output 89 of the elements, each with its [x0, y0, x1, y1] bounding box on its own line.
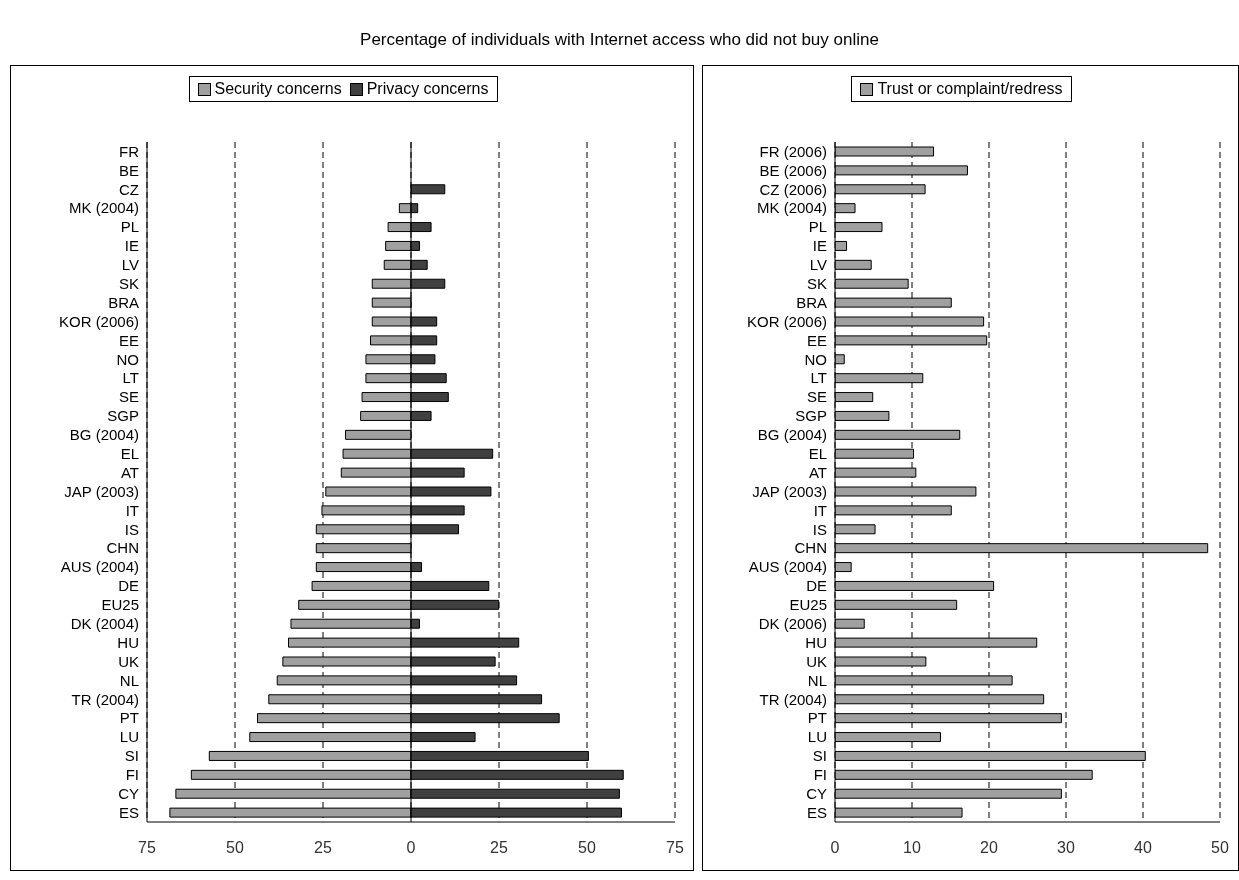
y-tick-label: UK	[118, 652, 139, 670]
y-tick-label: SGP	[795, 407, 827, 425]
x-tick-label: 20	[980, 839, 998, 857]
y-tick-label: TR (2004)	[71, 690, 139, 708]
legend-label: Trust or complaint/redress	[877, 80, 1063, 98]
x-tick-label: 25	[490, 839, 508, 857]
x-tick-label: 50	[1211, 839, 1229, 857]
y-tick-label: EL	[120, 444, 139, 462]
y-tick-label: FR	[119, 142, 140, 160]
y-tick-label: BG (2004)	[69, 426, 139, 444]
y-tick-label: BE	[118, 161, 139, 179]
y-tick-label: NO	[804, 350, 827, 368]
x-tick-label: 0	[830, 839, 840, 857]
legend-label: Privacy concerns	[366, 80, 489, 98]
y-tick-label: CZ (2006)	[759, 180, 827, 198]
y-tick-label: IT	[813, 501, 827, 519]
y-tick-label: KOR (2006)	[746, 312, 827, 330]
y-tick-label: LT	[810, 369, 827, 387]
y-tick-label: ES	[806, 803, 827, 821]
y-tick-label: LV	[809, 256, 827, 274]
y-tick-label: IS	[812, 520, 827, 538]
x-tick-label: 50	[226, 839, 244, 857]
y-tick-label: BG (2004)	[757, 426, 827, 444]
y-tick-label: LU	[807, 728, 827, 746]
y-tick-label: DE	[806, 577, 827, 595]
y-tick-label: DK (2006)	[758, 614, 827, 632]
y-tick-label: BRA	[796, 293, 827, 311]
x-tick-label: 50	[578, 839, 596, 857]
y-tick-label: FR (2006)	[759, 142, 827, 160]
y-tick-label: LT	[122, 369, 139, 387]
y-tick-label: SK	[806, 274, 827, 292]
x-tick-label: 25	[314, 839, 332, 857]
y-tick-label: LV	[121, 256, 139, 274]
y-tick-label: MK (2004)	[68, 199, 139, 217]
y-tick-label: SI	[124, 747, 139, 765]
y-tick-label: PT	[807, 709, 827, 727]
y-tick-label: SE	[118, 388, 139, 406]
y-tick-label: JAP (2003)	[752, 482, 827, 500]
y-tick-label: EL	[808, 444, 827, 462]
y-tick-label: FI	[813, 766, 827, 784]
y-tick-label: AUS (2004)	[60, 558, 139, 576]
x-tick-label: 30	[1057, 839, 1075, 857]
y-tick-label: SE	[806, 388, 827, 406]
y-tick-label: LU	[119, 728, 139, 746]
x-tick-label: 10	[903, 839, 921, 857]
y-tick-label: IT	[125, 501, 139, 519]
y-tick-label: PL	[120, 218, 139, 236]
y-tick-label: SK	[118, 274, 139, 292]
x-tick-label: 0	[406, 839, 416, 857]
x-tick-label: 40	[1134, 839, 1152, 857]
y-tick-label: ES	[118, 803, 139, 821]
y-tick-label: SGP	[107, 407, 139, 425]
y-tick-label: CY	[118, 784, 139, 802]
y-tick-label: BRA	[108, 293, 139, 311]
chart-title: Percentage of individuals with Internet access who did not buy online	[359, 30, 880, 50]
y-tick-label: IS	[124, 520, 139, 538]
y-tick-label: JAP (2003)	[64, 482, 139, 500]
y-tick-label: CHN	[106, 539, 139, 557]
y-tick-label: DK (2004)	[70, 614, 139, 632]
legend-label: Security concerns	[214, 80, 342, 98]
x-tick-label: 75	[138, 839, 156, 857]
y-tick-label: KOR (2006)	[58, 312, 139, 330]
y-tick-label: AT	[808, 463, 827, 481]
y-tick-label: EE	[806, 331, 827, 349]
y-tick-label: AT	[120, 463, 139, 481]
y-tick-label: EU25	[101, 596, 139, 614]
y-tick-label: CHN	[794, 539, 827, 557]
y-tick-label: NL	[807, 671, 827, 689]
y-tick-label: IE	[812, 237, 827, 255]
y-tick-label: SI	[812, 747, 827, 765]
y-tick-label: TR (2004)	[759, 690, 827, 708]
y-tick-label: HU	[805, 633, 827, 651]
y-tick-label: BE (2006)	[759, 161, 827, 179]
y-tick-label: EE	[118, 331, 139, 349]
y-tick-label: CY	[806, 784, 827, 802]
y-tick-label: IE	[124, 237, 139, 255]
y-tick-label: HU	[117, 633, 139, 651]
x-tick-label: 75	[666, 839, 684, 857]
y-tick-label: NO	[116, 350, 139, 368]
y-tick-label: AUS (2004)	[748, 558, 827, 576]
y-tick-label: FI	[125, 766, 139, 784]
y-tick-label: MK (2004)	[756, 199, 827, 217]
y-tick-label: EU25	[789, 596, 827, 614]
y-tick-label: PL	[808, 218, 827, 236]
y-tick-label: CZ	[119, 180, 139, 198]
y-tick-label: UK	[806, 652, 827, 670]
y-tick-label: DE	[118, 577, 139, 595]
y-tick-label: NL	[119, 671, 139, 689]
y-tick-label: PT	[119, 709, 139, 727]
